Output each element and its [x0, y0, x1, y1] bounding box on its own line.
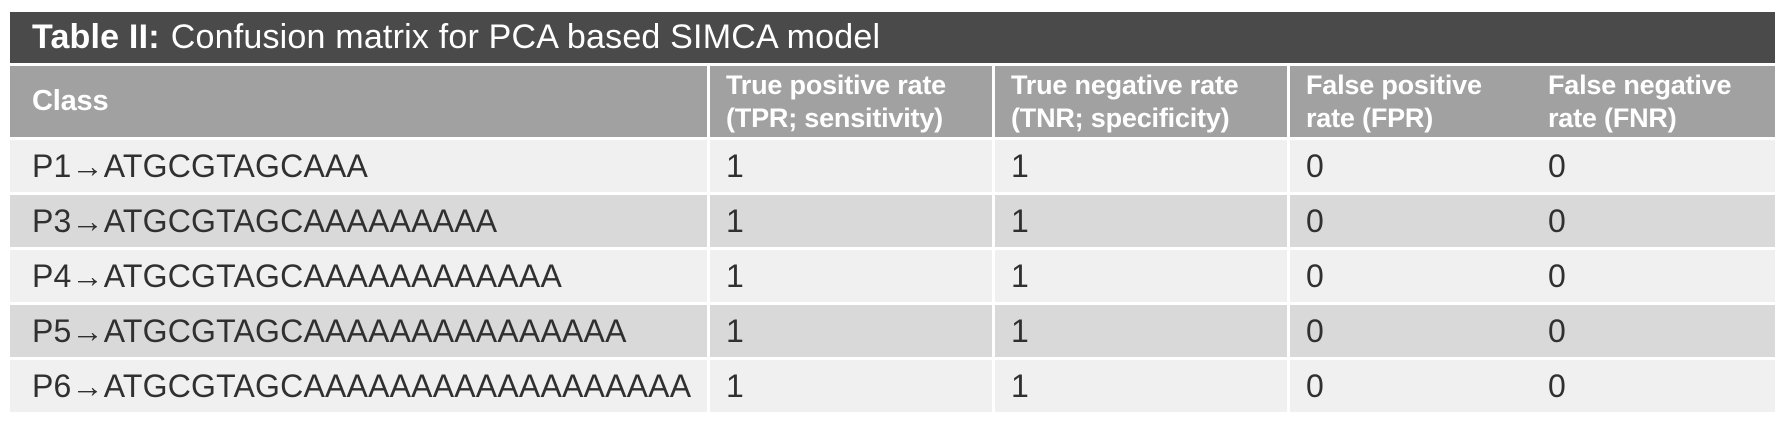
fpr-cell: 0 — [1290, 140, 1540, 192]
tpr-cell: 1 — [710, 305, 995, 357]
header-row: Class True positive rate (TPR; sensitivi… — [10, 66, 1775, 137]
table-row: P6→ATGCGTAGCAAAAAAAAAAAAAAAAAA 1 1 0 0 — [10, 360, 1775, 412]
tnr-cell: 1 — [995, 250, 1290, 302]
fnr-cell: 0 — [1540, 195, 1775, 247]
tpr-cell: 1 — [710, 250, 995, 302]
table-row: P4→ATGCGTAGCAAAAAAAAAAAA 1 1 0 0 — [10, 250, 1775, 302]
header-fnr-line1: False negative — [1548, 69, 1732, 100]
fnr-cell: 0 — [1540, 305, 1775, 357]
fpr-cell: 0 — [1290, 250, 1540, 302]
class-cell: P4→ATGCGTAGCAAAAAAAAAAAA — [10, 250, 710, 302]
tnr-cell: 1 — [995, 360, 1290, 412]
column-header-tpr: True positive rate (TPR; sensitivity) — [710, 66, 995, 137]
column-header-fpr: False positive rate (FPR) — [1290, 66, 1540, 137]
tnr-cell: 1 — [995, 195, 1290, 247]
table-row: P1→ATGCGTAGCAAA 1 1 0 0 — [10, 140, 1775, 192]
fpr-cell: 0 — [1290, 305, 1540, 357]
confusion-matrix-table: Table II: Confusion matrix for PCA based… — [10, 12, 1775, 412]
fpr-cell: 0 — [1290, 360, 1540, 412]
fnr-cell: 0 — [1540, 360, 1775, 412]
tnr-cell: 1 — [995, 140, 1290, 192]
fnr-cell: 0 — [1540, 250, 1775, 302]
header-tpr-line1: True positive rate — [726, 69, 946, 100]
header-tpr-line2: (TPR; sensitivity) — [726, 102, 943, 133]
tnr-cell: 1 — [995, 305, 1290, 357]
page: Table II: Confusion matrix for PCA based… — [10, 12, 1775, 412]
header-tnr-line1: True negative rate — [1011, 69, 1239, 100]
class-cell: P3→ATGCGTAGCAAAAAAAAA — [10, 195, 710, 247]
header-fnr-line2: rate (FNR) — [1548, 102, 1677, 133]
tpr-cell: 1 — [710, 195, 995, 247]
header-fpr-line1: False positive — [1306, 69, 1482, 100]
class-cell: P1→ATGCGTAGCAAA — [10, 140, 710, 192]
table-row: P3→ATGCGTAGCAAAAAAAAA 1 1 0 0 — [10, 195, 1775, 247]
column-header-class: Class — [10, 66, 710, 137]
header-class-label: Class — [32, 85, 109, 117]
table-row: P5→ATGCGTAGCAAAAAAAAAAAAAAA 1 1 0 0 — [10, 305, 1775, 357]
class-cell: P6→ATGCGTAGCAAAAAAAAAAAAAAAAAA — [10, 360, 710, 412]
tpr-cell: 1 — [710, 360, 995, 412]
tpr-cell: 1 — [710, 140, 995, 192]
table-title-prefix: Table II: — [32, 18, 160, 56]
class-cell: P5→ATGCGTAGCAAAAAAAAAAAAAAA — [10, 305, 710, 357]
fpr-cell: 0 — [1290, 195, 1540, 247]
table-title-text: Confusion matrix for PCA based SIMCA mod… — [170, 18, 881, 56]
column-header-fnr: False negative rate (FNR) — [1540, 66, 1775, 137]
column-header-tnr: True negative rate (TNR; specificity) — [995, 66, 1290, 137]
header-fpr-line2: rate (FPR) — [1306, 102, 1434, 133]
table-title-bar: Table II: Confusion matrix for PCA based… — [10, 12, 1775, 63]
fnr-cell: 0 — [1540, 140, 1775, 192]
header-tnr-line2: (TNR; specificity) — [1011, 102, 1230, 133]
